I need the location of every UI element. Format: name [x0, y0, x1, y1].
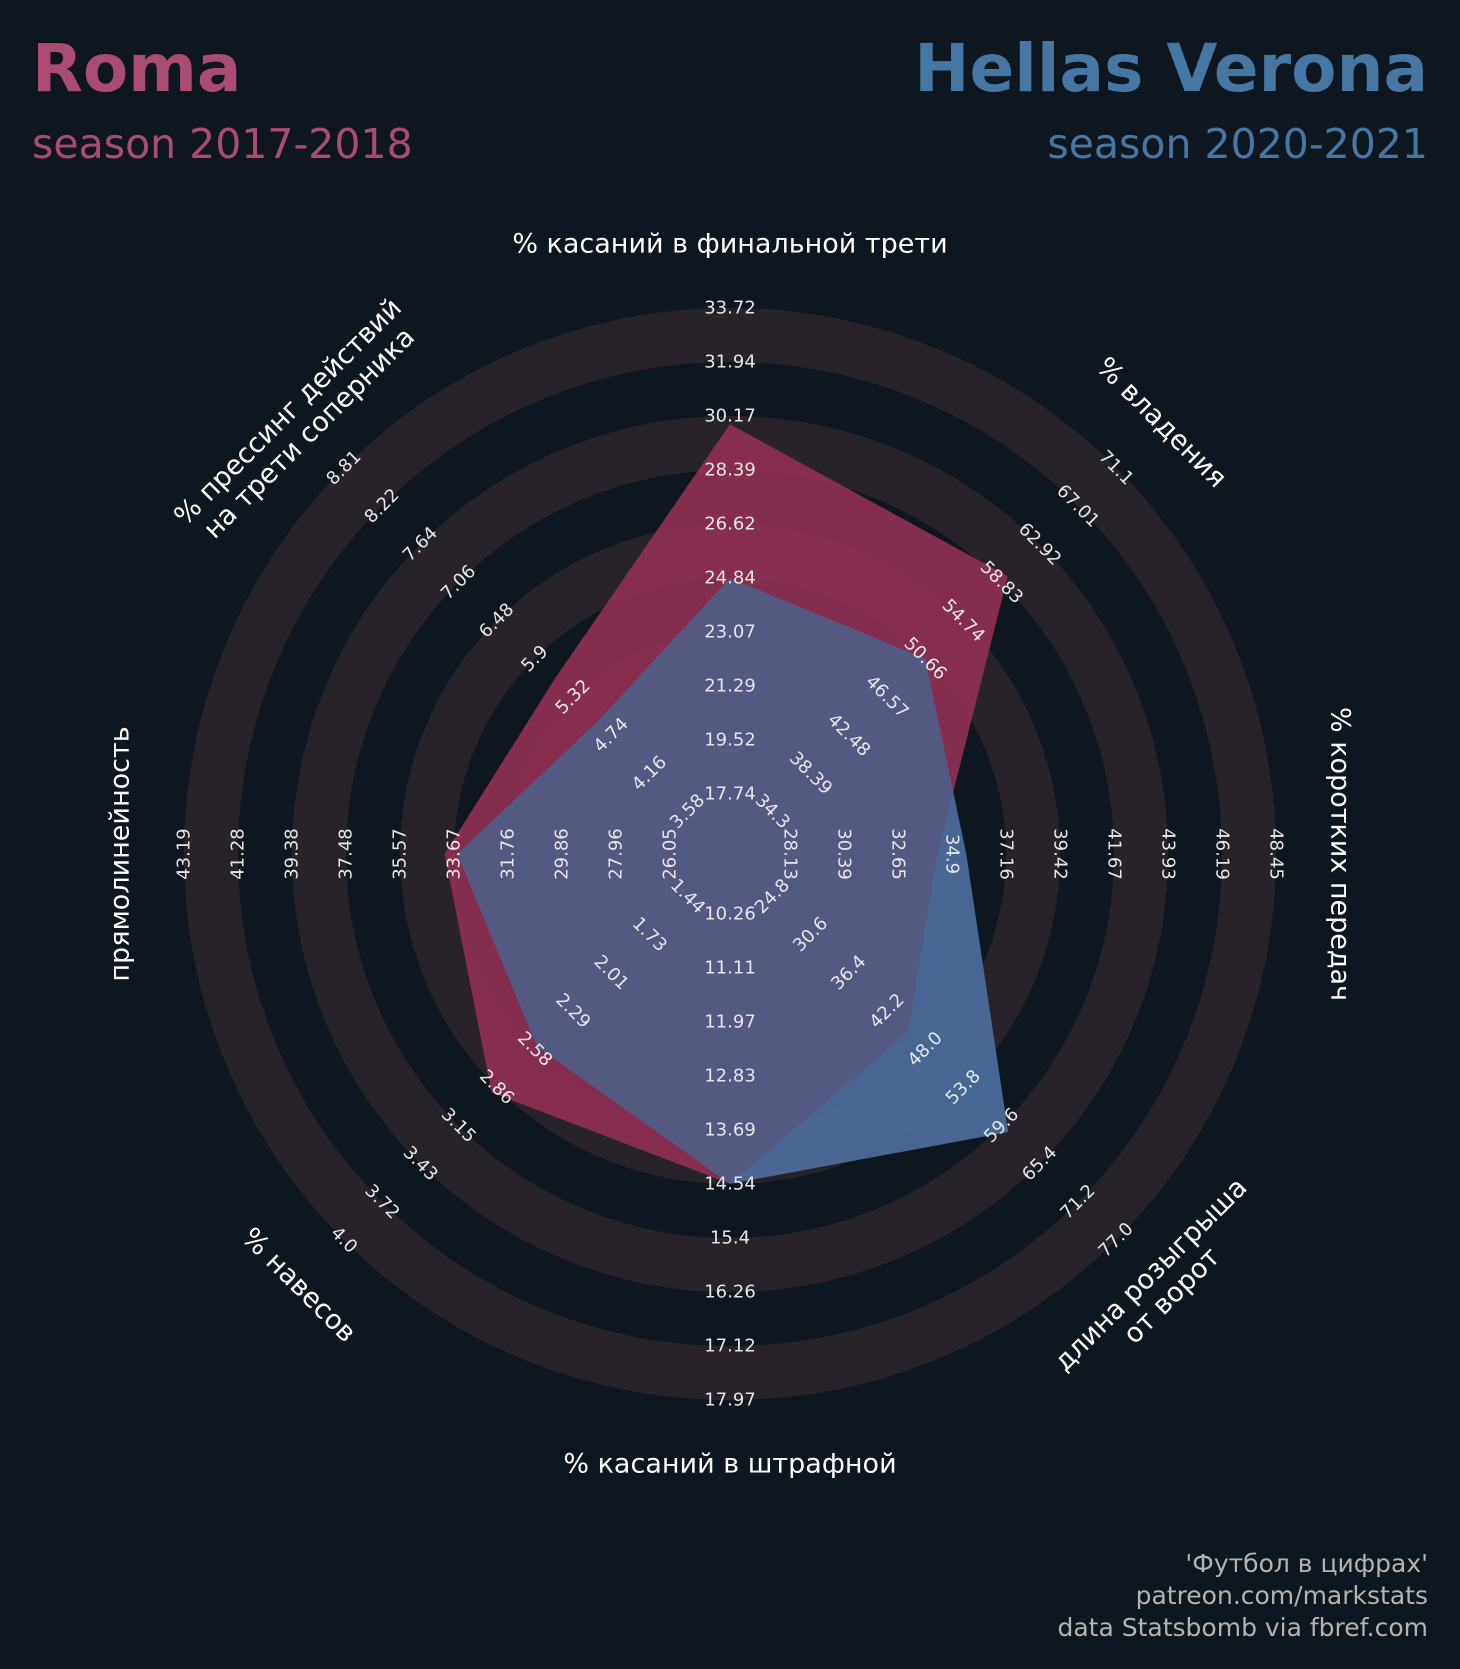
tick-label: 23.07: [704, 622, 756, 643]
tick-label: 48.45: [1266, 828, 1287, 880]
tick-label: 13.69: [704, 1120, 756, 1141]
tick-label: 31.94: [704, 352, 756, 373]
tick-label: 39.38: [282, 828, 303, 880]
tick-label: 43.93: [1158, 828, 1179, 880]
tick-label: 16.26: [704, 1282, 756, 1303]
tick-label: 43.19: [174, 828, 195, 880]
radar-polygons: [444, 424, 1009, 1184]
tick-label: 21.29: [704, 676, 756, 697]
tick-label: 17.97: [704, 1390, 756, 1411]
tick-label: 17.12: [704, 1336, 756, 1357]
tick-label: 29.86: [552, 828, 573, 880]
tick-label: 12.83: [704, 1066, 756, 1087]
team-a-season: season 2017-2018: [32, 120, 413, 168]
tick-label: 26.62: [704, 514, 756, 535]
tick-label: 11.11: [704, 958, 756, 979]
tick-label: 31.76: [498, 828, 519, 880]
tick-label: 19.52: [704, 730, 756, 751]
credit-line: patreon.com/markstats: [1135, 1581, 1428, 1610]
tick-label: 17.74: [704, 784, 756, 805]
tick-label: 46.19: [1212, 828, 1233, 880]
radar-ring: [184, 308, 1276, 1400]
tick-label: 10.26: [704, 904, 756, 925]
tick-label: 30.17: [704, 406, 756, 427]
tick-label: 30.39: [834, 828, 855, 880]
tick-label: 33.67: [444, 828, 465, 880]
tick-label: 34.9: [942, 834, 963, 874]
tick-label: 37.16: [996, 828, 1017, 880]
tick-label: 28.13: [780, 828, 801, 880]
tick-label: 28.39: [704, 460, 756, 481]
param-label: % касаний в штрафной: [563, 1449, 896, 1480]
tick-label: 37.48: [336, 828, 357, 880]
tick-label: 26.05: [660, 828, 681, 880]
credits: 'Футбол в цифрах' patreon.com/markstats …: [1057, 1548, 1428, 1644]
param-label-line: % касаний в финальной трети: [512, 229, 947, 260]
team-a-title: Roma: [32, 30, 242, 107]
tick-label: 32.65: [888, 828, 909, 880]
tick-label: 41.28: [228, 828, 249, 880]
tick-label: 39.42: [1050, 828, 1071, 880]
team-b-season: season 2020-2021: [1047, 120, 1428, 168]
param-label-line: % коротких передач: [1325, 707, 1356, 1001]
tick-label: 27.96: [606, 828, 627, 880]
param-label: % коротких передач: [1325, 707, 1356, 1001]
param-label-line: % касаний в штрафной: [563, 1449, 896, 1480]
tick-label: 41.67: [1104, 828, 1125, 880]
param-label: % касаний в финальной трети: [512, 229, 947, 260]
team-b-title: Hellas Verona: [914, 30, 1428, 107]
credit-line: data Statsbomb via fbref.com: [1057, 1613, 1428, 1642]
tick-label: 33.72: [704, 298, 756, 319]
tick-label: 14.54: [704, 1174, 756, 1195]
param-label-line: прямолинейность: [105, 726, 136, 981]
tick-label: 35.57: [390, 828, 411, 880]
tick-label: 24.84: [704, 568, 756, 589]
tick-label: 15.4: [710, 1228, 750, 1249]
param-label: прямолинейность: [105, 726, 136, 981]
credit-line: 'Футбол в цифрах': [1185, 1549, 1428, 1578]
tick-label: 11.97: [704, 1012, 756, 1033]
